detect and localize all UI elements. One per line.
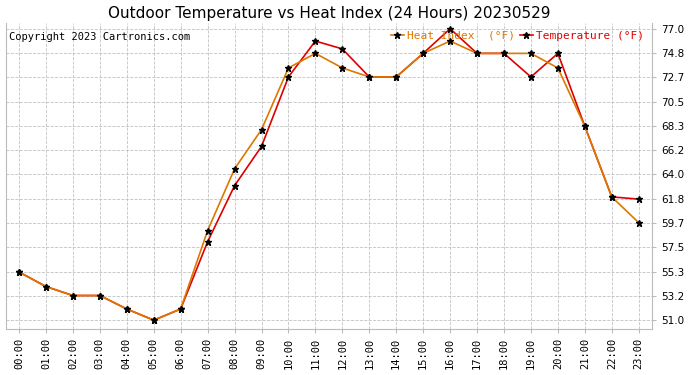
Legend: Heat Index  (°F), Temperature (°F): Heat Index (°F), Temperature (°F) <box>388 28 647 43</box>
Text: Copyright 2023 Cartronics.com: Copyright 2023 Cartronics.com <box>9 32 190 42</box>
Title: Outdoor Temperature vs Heat Index (24 Hours) 20230529: Outdoor Temperature vs Heat Index (24 Ho… <box>108 6 550 21</box>
